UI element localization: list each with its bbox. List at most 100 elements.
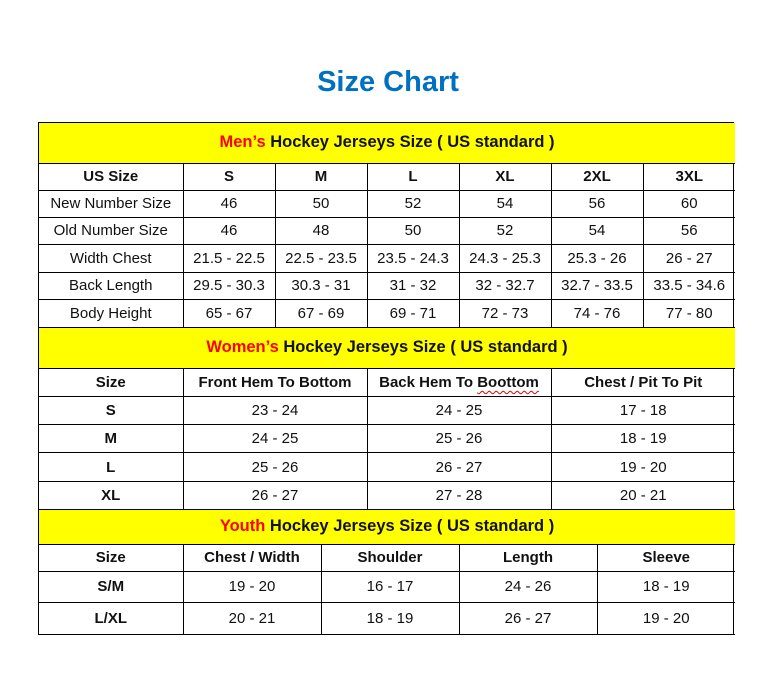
column-header: S (182, 162, 276, 191)
column-header-label: Size (95, 374, 126, 391)
column-header: 3XL (642, 162, 736, 191)
table-cell: Back Length (39, 271, 184, 300)
table-cell: 22.5 - 23.5 (274, 243, 368, 273)
table-cell: 52 (458, 216, 552, 245)
table-cell: 31 - 32 (366, 271, 460, 300)
table-cell: Width Chest (39, 243, 184, 273)
banner-text: Hockey Jerseys Size ( US standard ) (278, 338, 568, 357)
table-cell: 30.3 - 31 (274, 271, 368, 300)
column-header: 2XL (550, 162, 644, 191)
table-cell: 50 (274, 189, 368, 218)
table-cell: 19 - 20 (596, 601, 736, 635)
mens-banner: Men’s Hockey Jerseys Size ( US standard … (39, 123, 736, 164)
youth-banner: Youth Hockey Jerseys Size ( US standard … (39, 510, 736, 545)
column-header: US Size (39, 162, 184, 191)
table-cell: 26 - 27 (182, 481, 368, 510)
table-cell: 27 - 28 (366, 481, 552, 510)
table-cell: 25 - 26 (366, 424, 552, 453)
column-header-label: Length (503, 549, 553, 566)
table-row: S 23 - 24 24 - 25 17 - 18 (39, 396, 736, 425)
column-header: XL (458, 162, 552, 191)
column-header-label: XL (495, 168, 515, 185)
table-cell: XL (39, 481, 184, 510)
column-header-label: Shoulder (357, 549, 423, 566)
column-header: Shoulder (320, 543, 460, 572)
table-cell: 32.7 - 33.5 (550, 271, 644, 300)
table-cell: 56 (642, 216, 736, 245)
table-row: Back Length 29.5 - 30.3 30.3 - 31 31 - 32 32… (39, 271, 736, 300)
table-cell: 46 (182, 216, 276, 245)
womens-banner: Women’s Hockey Jerseys Size ( US standar… (39, 327, 736, 369)
table-cell: 50 (366, 216, 460, 245)
table-cell: S/M (39, 570, 184, 603)
table-cell: 67 - 69 (274, 298, 368, 328)
column-header-label: M (314, 168, 328, 185)
column-header: Chest / Pit To Pit (550, 368, 736, 397)
column-header-label: 2XL (583, 168, 611, 185)
womens-header-row: Size Front Hem To Bottom Back Hem To Boott… (39, 368, 736, 397)
table-cell: 72 - 73 (458, 298, 552, 328)
table-cell: 26 - 27 (366, 452, 552, 482)
spellcheck-word: Boottom (477, 374, 539, 391)
column-header-label: Back Hem To Boottom (379, 374, 539, 391)
table-cell: 24 - 25 (182, 424, 368, 453)
mens-size-table: Men’s Hockey Jerseys Size ( US standard … (39, 123, 736, 328)
column-header-label: Chest / Pit To Pit (584, 374, 703, 391)
table-cell: 69 - 71 (366, 298, 460, 328)
table-cell: 26 - 27 (458, 601, 598, 635)
banner-text: Hockey Jerseys Size ( US standard ) (265, 517, 555, 536)
table-cell: 24 - 26 (458, 570, 598, 603)
size-chart: Men’s Hockey Jerseys Size ( US standard … (38, 122, 736, 635)
womens-size-table: Women’s Hockey Jerseys Size ( US standar… (39, 327, 736, 510)
table-cell: 24 - 25 (366, 396, 552, 425)
table-cell: 17 - 18 (550, 396, 736, 425)
column-header-label: Sleeve (642, 549, 691, 566)
table-cell: New Number Size (39, 189, 184, 218)
table-cell: 25 - 26 (182, 452, 368, 482)
column-header-label: 3XL (675, 168, 704, 185)
column-header: Chest / Width (182, 543, 322, 572)
column-header: Front Hem To Bottom (182, 368, 368, 397)
table-cell: 23 - 24 (182, 396, 368, 425)
column-header: Size (39, 543, 184, 572)
table-cell: Old Number Size (39, 216, 184, 245)
table-cell: 60 (642, 189, 736, 218)
table-cell: 18 - 19 (550, 424, 736, 453)
table-row: XL 26 - 27 27 - 28 20 - 21 (39, 481, 736, 510)
table-cell: 26 - 27 (642, 243, 736, 273)
table-row: M 24 - 25 25 - 26 18 - 19 (39, 424, 736, 453)
youth-size-table: Youth Hockey Jerseys Size ( US standard … (39, 510, 736, 635)
table-row: L/XL 20 - 21 18 - 19 26 - 27 19 - 20 (39, 601, 736, 635)
table-cell: 18 - 19 (596, 570, 736, 603)
column-header-label: Size (95, 549, 126, 566)
table-cell: 18 - 19 (320, 601, 460, 635)
youth-header-row: Size Chest / Width Shoulder Length Sleeve (39, 543, 736, 572)
column-header: Length (458, 543, 598, 572)
table-row: L 25 - 26 26 - 27 19 - 20 (39, 452, 736, 482)
table-cell: Body Height (39, 298, 184, 328)
table-cell: L/XL (39, 601, 184, 635)
table-cell: 74 - 76 (550, 298, 644, 328)
table-row: Width Chest 21.5 - 22.5 22.5 - 23.5 23.5 - … (39, 243, 736, 273)
table-cell: 16 - 17 (320, 570, 460, 603)
table-cell: 56 (550, 189, 644, 218)
column-header: L (366, 162, 460, 191)
table-cell: 46 (182, 189, 276, 218)
banner-accent: Women’s (206, 338, 279, 357)
mens-header-row: US Size S M L XL 2XL 3XL (39, 162, 736, 191)
banner-accent: Men’s (219, 133, 266, 152)
table-cell: 21.5 - 22.5 (182, 243, 276, 273)
table-cell: 52 (366, 189, 460, 218)
column-header-label: US Size (83, 168, 139, 185)
table-cell: 54 (550, 216, 644, 245)
column-header-label: L (408, 168, 418, 185)
table-cell: 48 (274, 216, 368, 245)
table-row: New Number Size 46 50 52 54 56 60 (39, 189, 736, 218)
table-cell: 23.5 - 24.3 (366, 243, 460, 273)
table-cell: M (39, 424, 184, 453)
table-cell: 25.3 - 26 (550, 243, 644, 273)
banner-text: Hockey Jerseys Size ( US standard ) (265, 133, 555, 152)
table-cell: 33.5 - 34.6 (642, 271, 736, 300)
column-header: M (274, 162, 368, 191)
table-row: Old Number Size 46 48 50 52 54 56 (39, 216, 736, 245)
